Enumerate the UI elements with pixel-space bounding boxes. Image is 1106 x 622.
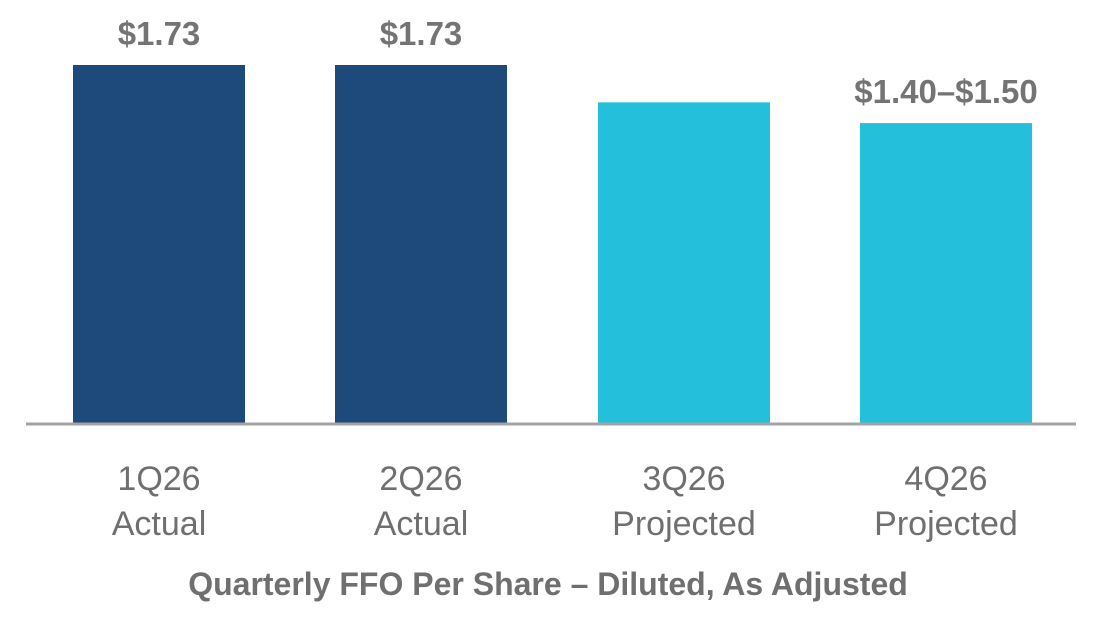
value-labels-group: $1.73 $1.73 $1.40–$1.50 — [118, 15, 1038, 110]
tick-sublabel-2q26: Actual — [374, 505, 469, 543]
value-label-2q26: $1.73 — [380, 15, 463, 52]
category-labels-group: 1Q26 Actual 2Q26 Actual 3Q26 Projected 4Q26 Pro… — [112, 460, 1018, 543]
tick-label-1q26: 1Q26 — [117, 460, 200, 498]
tick-label-4q26: 4Q26 — [904, 460, 987, 498]
tick-sublabel-1q26: Actual — [112, 505, 207, 543]
bars-group — [73, 65, 1032, 424]
x-axis-title: Quarterly FFO Per Share – Diluted, As Ad… — [188, 566, 908, 602]
tick-label-3q26: 3Q26 — [642, 460, 725, 498]
tick-label-2q26: 2Q26 — [379, 460, 462, 498]
value-label-4q26: $1.40–$1.50 — [854, 73, 1038, 110]
tick-sublabel-3q26: Projected — [612, 505, 756, 543]
value-label-1q26: $1.73 — [118, 15, 201, 52]
bar-3q26 — [598, 102, 770, 424]
bar-4q26 — [860, 123, 1032, 424]
bar-2q26 — [335, 65, 507, 424]
tick-sublabel-4q26: Projected — [874, 505, 1018, 543]
bar-1q26 — [73, 65, 245, 424]
